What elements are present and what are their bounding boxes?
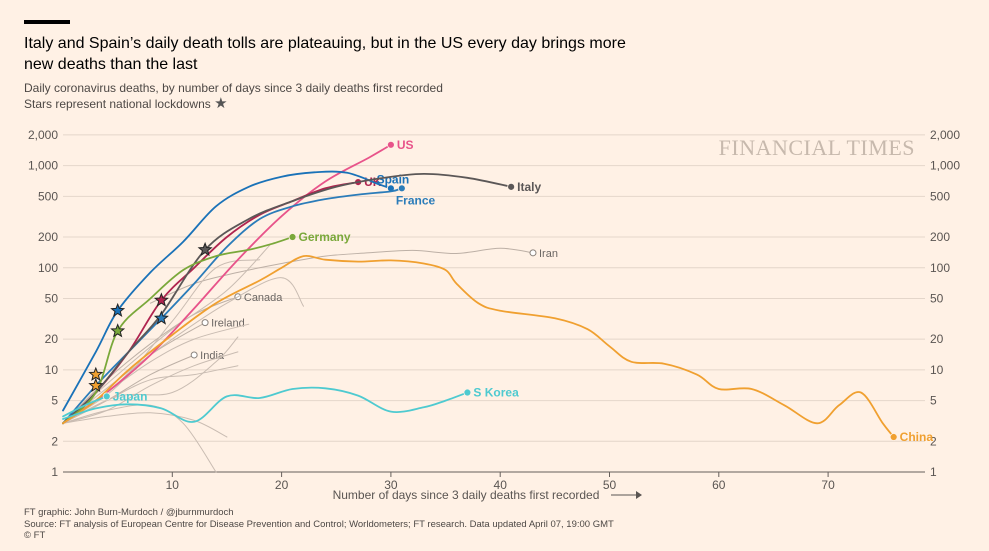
lockdown-star-icon [88, 377, 104, 393]
x-tick-label: 30 [384, 478, 398, 492]
x-tick-label: 20 [275, 478, 289, 492]
x-tick-label: 50 [603, 478, 617, 492]
series-line-germany [62, 236, 294, 425]
lockdown-star-icon [88, 366, 104, 381]
chart-title: Italy and Spain’s daily death tolls are … [24, 35, 626, 73]
series-line-france [62, 187, 403, 425]
y-tick-label-left: 1 [51, 465, 58, 479]
series-line-background [62, 404, 217, 473]
series-label-s-korea: S Korea [473, 386, 519, 400]
series-end-point-ireland [201, 319, 209, 327]
lockdown-star-icon [110, 323, 126, 338]
y-tick-label-left: 2,000 [28, 128, 58, 142]
x-axis-arrow-icon [636, 491, 642, 499]
y-tick-label-left: 1,000 [28, 159, 58, 173]
y-tick-label-left: 2 [51, 434, 58, 448]
series-label-india: India [200, 350, 225, 362]
series-line-china [62, 254, 895, 438]
footer-source: Source: FT analysis of European Centre f… [24, 518, 614, 530]
series-end-point-iran [529, 249, 537, 257]
subtitle-line-2-text: Stars represent national lockdowns [24, 97, 211, 111]
subtitle-line-1: Daily coronavirus deaths, by number of d… [24, 81, 443, 95]
y-tick-label-right: 100 [930, 261, 950, 275]
x-tick-label: 10 [166, 478, 180, 492]
y-tick-label-right: 1,000 [930, 159, 960, 173]
series-end-point-italy [507, 182, 516, 191]
y-tick-label-right: 1 [930, 465, 937, 479]
lockdown-star-icon [110, 302, 126, 318]
y-tick-label-left: 20 [45, 332, 59, 346]
y-tick-label-right: 500 [930, 189, 950, 203]
y-tick-label-right: 20 [930, 332, 944, 346]
series-label-germany: Germany [299, 230, 351, 244]
lockdown-star-icon [153, 310, 169, 325]
y-tick-label-right: 50 [930, 292, 944, 306]
series-end-point-us [386, 140, 395, 149]
y-tick-label-left: 200 [38, 230, 58, 244]
y-tick-label-left: 500 [38, 189, 58, 203]
y-tick-label-right: 2 [930, 434, 937, 448]
series-label-china: China [900, 430, 934, 444]
series-line-background [62, 243, 272, 424]
x-tick-label: 40 [494, 478, 508, 492]
lockdown-star-icon: ★ [214, 95, 228, 112]
series-label-japan: Japan [113, 389, 148, 403]
y-tick-label-right: 10 [930, 363, 944, 377]
series-line-japan [62, 395, 108, 418]
y-tick-label-left: 5 [51, 394, 58, 408]
series-line-background [62, 365, 239, 424]
series-line-background [62, 412, 228, 438]
series-label-iran: Iran [539, 248, 558, 260]
series-end-point-s-korea [463, 388, 472, 397]
series-label-italy: Italy [517, 180, 541, 194]
series-line-iran [149, 247, 534, 304]
series-label-ireland: Ireland [211, 318, 245, 330]
top-accent-bar [24, 20, 70, 24]
series-end-point-germany [288, 233, 297, 241]
y-tick-label-left: 10 [45, 363, 59, 377]
series-line-spain [62, 170, 392, 412]
lockdown-star-icon [153, 292, 169, 307]
series-line-italy [62, 172, 512, 425]
y-tick-label-right: 5 [930, 394, 937, 408]
series-line-s-korea [62, 386, 469, 423]
footer-copyright: © FT [24, 530, 46, 541]
series-end-point-japan [102, 392, 111, 401]
footer-credit: FT graphic: John Burn-Murdoch / @jburnmu… [24, 507, 234, 518]
x-tick-label: 70 [821, 478, 835, 492]
subtitle-line-2: Stars represent national lockdowns ★ [24, 96, 443, 112]
series-line-background [62, 277, 304, 424]
y-tick-label-left: 100 [38, 261, 58, 275]
series-end-point-india [190, 351, 198, 359]
series-line-us [62, 143, 392, 425]
series-end-point-france [397, 184, 406, 193]
x-axis-label: Number of days since 3 daily deaths firs… [333, 488, 600, 502]
chart-footer: FT graphic: John Burn-Murdoch / @jburnmu… [24, 507, 614, 542]
watermark-text: FINANCIAL TIMES [719, 135, 915, 160]
chart-subtitle: Daily coronavirus deaths, by number of d… [24, 81, 443, 112]
y-tick-label-left: 50 [45, 292, 59, 306]
series-label-us: US [397, 138, 414, 152]
x-tick-label: 60 [712, 478, 726, 492]
y-tick-label-right: 2,000 [930, 128, 960, 142]
series-line-background [62, 336, 239, 424]
y-tick-label-right: 200 [930, 230, 950, 244]
series-line-background [62, 351, 239, 424]
lockdown-star-icon [197, 241, 213, 257]
series-end-point-china [889, 433, 898, 441]
series-label-france: France [396, 193, 436, 207]
series-label-canada: Canada [244, 292, 283, 304]
series-line-background [62, 259, 261, 424]
